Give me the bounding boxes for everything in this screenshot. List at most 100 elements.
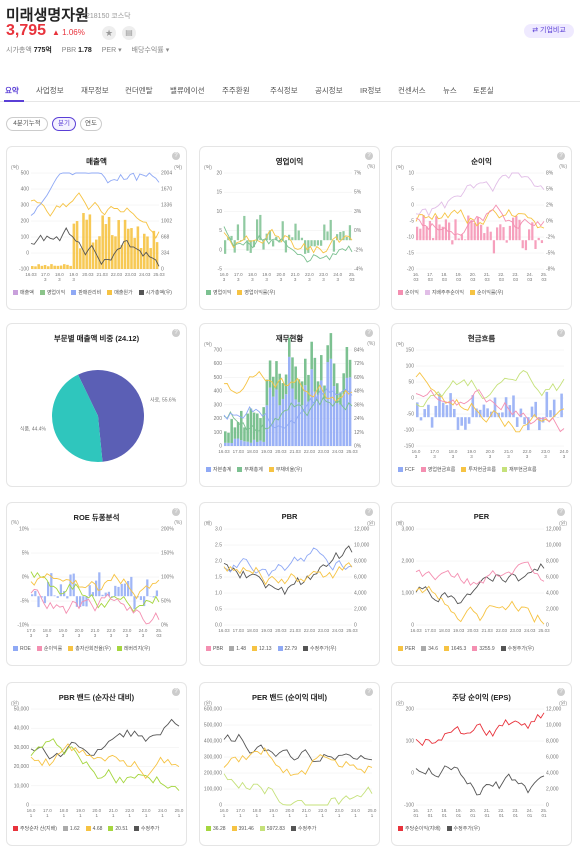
legend-item[interactable]: 판매관리비 [71,289,101,297]
legend-item[interactable]: 수정주가(우) [303,645,336,653]
legend-item[interactable]: 5972.83 [259,825,285,833]
legend-item[interactable]: 시가총액(우) [138,289,172,297]
svg-text:12,000: 12,000 [354,527,370,533]
legend-item[interactable]: 순이익률 [36,645,62,653]
legend-item[interactable]: 부채비율(우) [268,466,302,474]
legend-item[interactable]: 20.51 [108,825,128,833]
legend-item[interactable]: 재무현금흐름 [501,466,537,474]
chart-card-3: 부문별 매출액 비중 (24.12)? 사료, 55.6% 식품, 44.4% [6,323,187,487]
legend-item[interactable]: FCF [398,466,415,474]
svg-text:2,000: 2,000 [354,607,367,613]
svg-text:1336: 1336 [161,203,172,209]
svg-text:20.: 20. [470,808,476,813]
tab-2[interactable]: 재무정보 [81,86,109,95]
help-icon[interactable]: ? [172,152,180,160]
legend-item[interactable]: 주당순이익(지배) [398,825,441,833]
legend-item[interactable]: 1645.3 [444,645,466,653]
memo-icon[interactable]: ▤ [122,26,136,40]
help-icon[interactable]: ? [365,152,373,160]
chart-card-9: PBR 밴드 (순자산 대비)? (원) 50,000 40,000 30,000 20,… [6,682,187,846]
svg-text:21.03: 21.03 [96,272,108,277]
legend-item[interactable]: 총자산회전율(우) [68,645,111,653]
svg-text:20.03: 20.03 [467,628,479,633]
tab-1[interactable]: 사업정보 [36,86,64,95]
svg-text:3: 3 [265,277,268,282]
legend-item[interactable]: 부채총계 [237,466,263,474]
star-icon[interactable]: ★ [102,26,116,40]
legend-item[interactable]: 391.46 [231,825,254,833]
help-icon[interactable]: ? [557,508,565,516]
legend-item[interactable]: 매출원가 [107,289,133,297]
tab-7[interactable]: 공시정보 [315,86,343,95]
tab-8[interactable]: IR정보 [360,86,382,95]
legend-item[interactable]: 34.6 [421,645,438,653]
legend-item[interactable]: 레버리지(우) [116,645,150,653]
period-button-1[interactable]: 분기 [52,117,76,131]
tab-5[interactable]: 주주환원 [222,86,250,95]
compare-button[interactable]: ⇄ 기업비교 [524,24,574,38]
chart-title: PBR 밴드 (순자산 대비) [58,693,135,702]
svg-text:10,000: 10,000 [14,783,30,789]
svg-text:0: 0 [219,247,222,253]
tab-6[interactable]: 주식정보 [270,86,298,95]
help-icon[interactable]: ? [172,688,180,696]
pie-slice-0[interactable] [77,370,144,462]
legend-item[interactable]: 36.28 [206,825,226,833]
unit-right: (원) [559,521,567,527]
help-icon[interactable]: ? [172,508,180,516]
legend-item[interactable]: 영업이익률(우) [237,289,275,297]
legend-item[interactable]: PBR [206,645,223,653]
help-icon[interactable]: ? [557,152,565,160]
legend-item[interactable]: 영업현금흐름 [420,466,455,474]
period-button-2[interactable]: 연도 [80,117,102,131]
tab-11[interactable]: 토론실 [473,86,494,95]
svg-text:10: 10 [408,171,414,177]
tab-0[interactable]: 요약 [5,86,19,95]
legend-item[interactable]: 수정주가 [290,825,316,833]
help-icon[interactable]: ? [557,329,565,337]
help-icon[interactable]: ? [365,329,373,337]
legend-item[interactable]: PER [398,645,415,653]
legend-item[interactable]: 지배주주순이익 [424,289,464,297]
help-icon[interactable]: ? [365,688,373,696]
help-icon[interactable]: ? [557,688,565,696]
legend-item[interactable]: 수정주가(우) [500,645,534,653]
legend-item[interactable]: 영업이익 [206,289,231,297]
svg-text:400,000: 400,000 [204,739,222,745]
svg-text:200,000: 200,000 [204,771,222,777]
legend-item[interactable]: 매출액 [13,289,34,297]
legend-item[interactable]: 자본총계 [206,466,231,474]
unit-right: (%) [174,520,182,526]
legend-item[interactable]: 4.68 [85,825,102,833]
legend-item[interactable]: 1.48 [229,645,246,653]
legend-item[interactable]: 22.79 [277,645,297,653]
legend-item[interactable]: 주당순자 산(지배) [13,825,57,833]
legend-item[interactable]: 수정주가 [133,825,159,833]
legend-item[interactable]: ROE [13,645,31,653]
period-button-0[interactable]: 4분기누적 [6,117,48,131]
svg-text:24.03: 24.03 [332,449,344,454]
tab-3[interactable]: 컨더멘탈 [125,86,153,95]
svg-text:3: 3 [44,277,47,282]
legend-item[interactable]: 1.62 [62,825,80,833]
help-icon[interactable]: ? [172,329,180,337]
svg-text:1: 1 [128,813,131,818]
legend-item[interactable]: 12.13 [252,645,272,653]
tab-9[interactable]: 컨센서스 [398,86,426,95]
tab-4[interactable]: 밸류에이션 [170,86,205,95]
svg-text:-8%: -8% [546,267,555,273]
pie-slice-1[interactable] [52,374,103,462]
legend-item[interactable]: 투자현금흐름 [461,466,496,474]
legend-item[interactable]: 순이익률(우) [470,289,503,297]
dividend-dropdown[interactable]: 배당수익률 ▾ [131,47,170,54]
help-icon[interactable]: ? [365,508,373,516]
legend-item[interactable]: 수정주가(우) [446,825,480,833]
svg-text:3: 3 [62,633,65,638]
legend-item[interactable]: 영업이익 [39,289,65,297]
svg-text:3: 3 [308,277,311,282]
tab-10[interactable]: 뉴스 [443,86,457,95]
svg-text:23.0: 23.0 [142,808,151,813]
legend-item[interactable]: 3255.9 [472,645,495,653]
legend-item[interactable]: 순이익 [398,289,419,297]
per-dropdown[interactable]: PER ▾ [101,47,122,54]
